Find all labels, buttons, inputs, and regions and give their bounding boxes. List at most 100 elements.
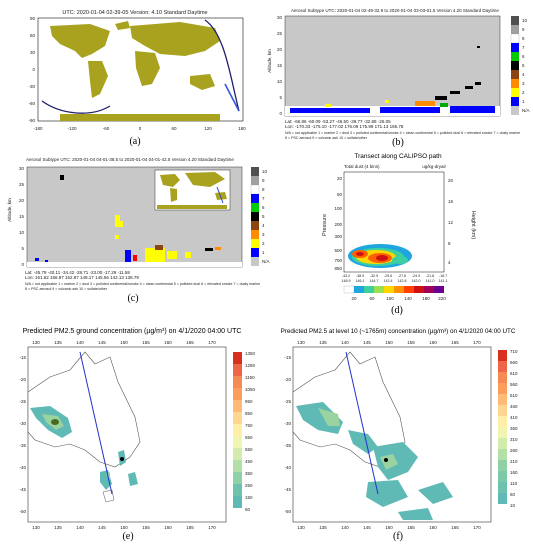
svg-text:170: 170 (208, 525, 216, 530)
svg-text:20: 20 (19, 198, 25, 203)
svg-text:90: 90 (30, 16, 36, 21)
svg-text:-20: -20 (284, 377, 291, 382)
svg-text:N/A = not applicable 1 = mar: N/A = not applicable 1 = marine 2 = dust… (25, 282, 260, 286)
svg-text:8 = PSC aerosol 9 = volcanic: 8 = PSC aerosol 9 = volcanic ash 10 = su… (25, 287, 108, 291)
svg-text:310: 310 (510, 437, 518, 442)
svg-text:350: 350 (245, 471, 253, 476)
svg-text:20: 20 (448, 178, 454, 183)
tasmania (102, 489, 115, 503)
svg-text:145: 145 (98, 525, 106, 530)
panel-d: Transect along CALIPSO path Total dust (… (318, 150, 478, 310)
svg-text:-43.2: -43.2 (342, 274, 350, 278)
svg-text:450: 450 (245, 459, 253, 464)
svg-text:0: 0 (279, 111, 282, 116)
panel-c-title: Aerosol Subtype UTC: 2020-01-04 04-01-38… (26, 157, 234, 162)
svg-text:850: 850 (245, 411, 253, 416)
colorbar-d-labels: 20 60 100 140 180 220 (351, 296, 446, 301)
curtain-bg (284, 15, 501, 117)
svg-text:3: 3 (262, 232, 265, 237)
colorbar-e (233, 352, 242, 508)
svg-text:30: 30 (277, 15, 283, 20)
svg-text:4: 4 (448, 260, 451, 265)
caption-a: (a) (129, 136, 141, 147)
svg-text:141.1: 141.1 (439, 279, 448, 283)
svg-text:160: 160 (510, 470, 518, 475)
pm25-ground-map: Predicted PM2.5 ground concentration (µg… (19, 328, 255, 530)
svg-text:20: 20 (277, 47, 283, 52)
pm25-plumes-f (296, 402, 453, 520)
svg-text:-45: -45 (19, 487, 26, 492)
svg-text:140: 140 (76, 340, 84, 345)
svg-text:3: 3 (522, 81, 525, 86)
svg-text:-40: -40 (284, 465, 291, 470)
svg-text:10: 10 (262, 169, 268, 174)
svg-text:8 = PSC aerosol 9 = volcanic: 8 = PSC aerosol 9 = volcanic ash 10 = su… (285, 136, 368, 140)
svg-text:150: 150 (120, 340, 128, 345)
svg-text:142.8: 142.8 (398, 279, 407, 283)
svg-text:50: 50 (337, 192, 343, 197)
aerosol-curtain-c: Aerosol Subtype UTC: 2020-01-04 04-01-38… (7, 157, 270, 291)
svg-text:8: 8 (522, 36, 525, 41)
svg-text:-20: -20 (19, 377, 26, 382)
svg-text:15: 15 (277, 63, 283, 68)
aerosol-curtain-b: Aerosol Subtype UTC: 2020-01-04 02-49-32… (267, 8, 530, 140)
svg-text:-15: -15 (19, 355, 26, 360)
svg-text:200: 200 (334, 222, 342, 227)
svg-text:135: 135 (54, 340, 62, 345)
svg-text:146.1: 146.1 (356, 279, 365, 283)
svg-text:155: 155 (142, 340, 150, 345)
svg-text:150: 150 (385, 525, 393, 530)
svg-text:140: 140 (341, 340, 349, 345)
panel-b-title: Aerosol Subtype UTC: 2020-01-04 02-49-32… (291, 8, 499, 13)
continents (50, 21, 220, 121)
track-segment-highlight (224, 83, 240, 112)
pressure-ticks: 20 50 100 200 300 500 700 850 (334, 176, 342, 271)
svg-text:6: 6 (522, 54, 525, 59)
svg-text:-25: -25 (19, 399, 26, 404)
svg-text:660: 660 (510, 360, 518, 365)
svg-text:20: 20 (351, 296, 357, 301)
svg-text:60: 60 (171, 126, 177, 131)
svg-text:155: 155 (142, 525, 150, 530)
svg-text:750: 750 (245, 423, 253, 428)
svg-text:510: 510 (510, 393, 518, 398)
svg-text:850: 850 (334, 266, 342, 271)
svg-text:210: 210 (510, 459, 518, 464)
svg-text:170: 170 (473, 340, 481, 345)
svg-text:135: 135 (54, 525, 62, 530)
world-track-map: UTC: 2020-01-04 02-39-05 Version: 4.10 S… (28, 10, 246, 131)
svg-text:0: 0 (32, 67, 35, 72)
svg-text:500: 500 (334, 248, 342, 253)
svg-text:100: 100 (334, 206, 342, 211)
svg-text:-32.9: -32.9 (370, 274, 378, 278)
svg-text:100: 100 (386, 296, 394, 301)
svg-text:130: 130 (297, 525, 305, 530)
svg-text:0: 0 (139, 126, 142, 131)
svg-text:135: 135 (319, 525, 327, 530)
panel-f-title: Predicted PM2.5 at level 10 (~1765m) con… (281, 328, 516, 335)
svg-text:130: 130 (297, 340, 305, 345)
svg-text:5: 5 (279, 95, 282, 100)
svg-text:155: 155 (407, 525, 415, 530)
svg-text:220: 220 (438, 296, 446, 301)
svg-text:135: 135 (319, 340, 327, 345)
svg-text:5: 5 (262, 214, 265, 219)
svg-text:5: 5 (21, 246, 24, 251)
svg-text:155: 155 (407, 340, 415, 345)
svg-text:50: 50 (245, 507, 251, 512)
svg-text:-35: -35 (284, 443, 291, 448)
svg-text:142.0: 142.0 (412, 279, 421, 283)
svg-text:140: 140 (404, 296, 412, 301)
svg-text:165: 165 (451, 525, 459, 530)
svg-text:8: 8 (262, 187, 265, 192)
height-ticks: 20 16 12 8 4 (448, 178, 454, 265)
svg-text:30: 30 (30, 50, 36, 55)
svg-text:610: 610 (510, 371, 518, 376)
svg-text:560: 560 (510, 382, 518, 387)
dust-transect: Transect along CALIPSO path Total dust (… (322, 153, 476, 301)
svg-text:1: 1 (522, 99, 525, 104)
panel-f: Predicted PM2.5 at level 10 (~1765m) con… (268, 322, 533, 532)
colorbar-c (250, 167, 260, 266)
svg-text:1: 1 (262, 250, 265, 255)
svg-text:650: 650 (245, 435, 253, 440)
